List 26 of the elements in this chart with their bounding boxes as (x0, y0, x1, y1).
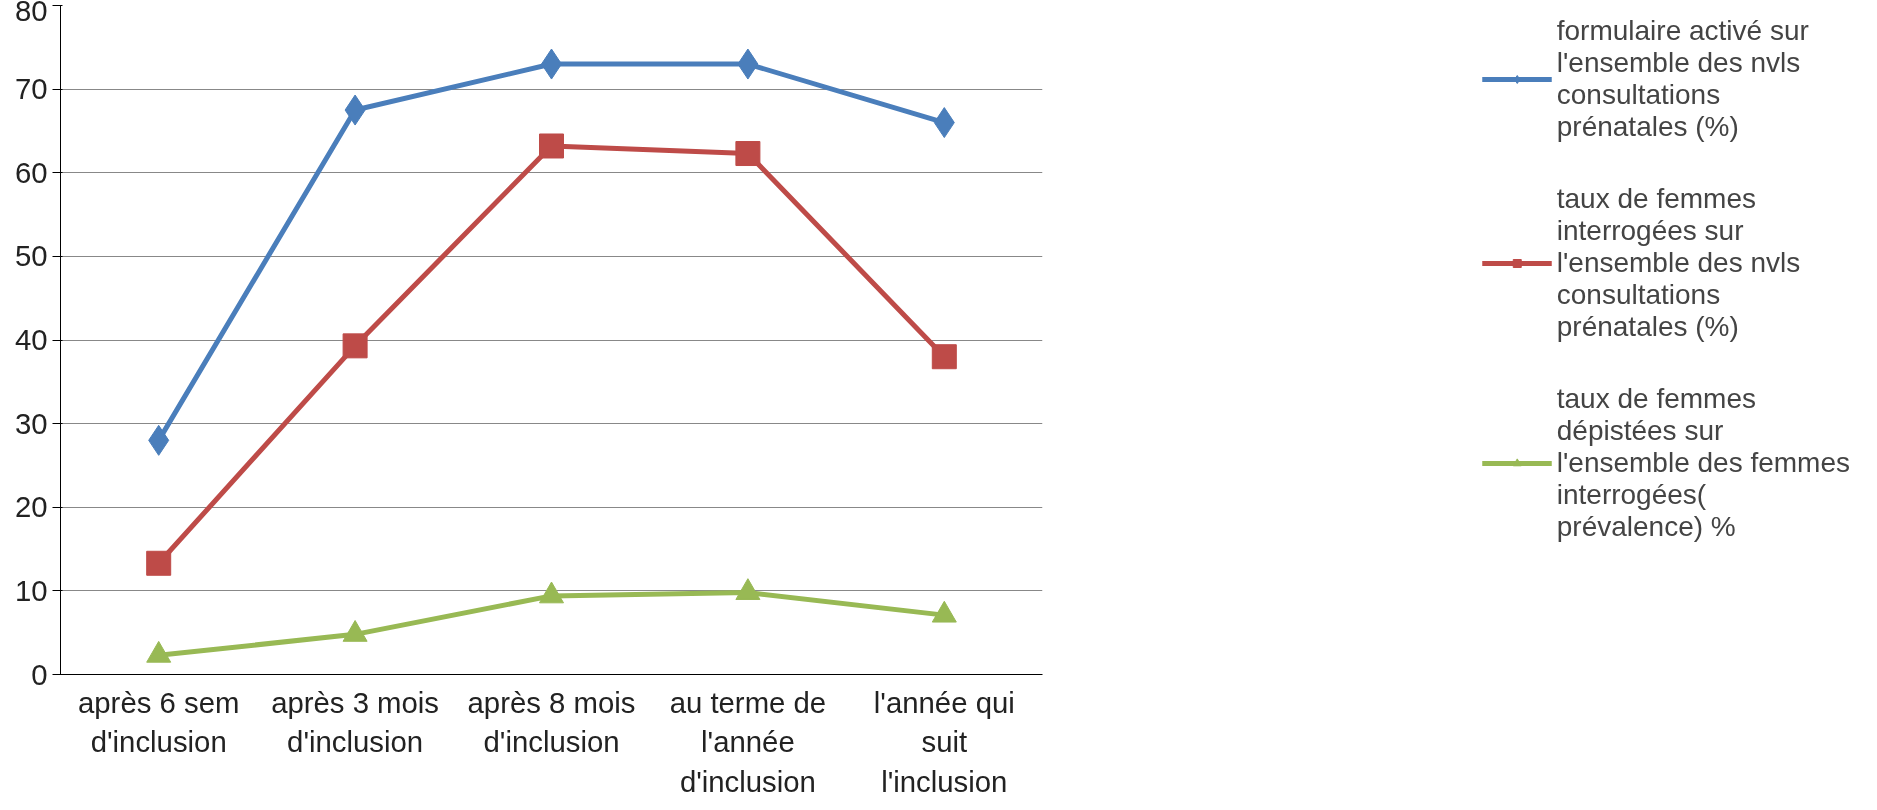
y-tick-label: 20 (14, 490, 48, 524)
y-tick-label: 60 (14, 155, 48, 189)
x-tick-label: après 8 mois d'inclusion (467, 685, 636, 759)
point (735, 141, 761, 167)
point (735, 578, 761, 600)
y-tick-label: 10 (14, 573, 48, 607)
y-tick-label: 80 (14, 0, 48, 27)
x-tick-label: au terme de l'année d'inclusion (669, 685, 827, 798)
x-tick-label: après 6 sem d'inclusion (78, 685, 240, 759)
point (931, 600, 957, 623)
y-tick-label: 30 (14, 406, 48, 440)
legend-label: taux de femmes dépistées sur l'ensemble des femmes interrogées( prévalence) % (1556, 383, 1850, 543)
legend-label: taux de femmes interrogées sur l'ensemble des nvls consultations prénatales (%) (1556, 183, 1801, 343)
point (539, 581, 564, 604)
y-tick-label: 0 (31, 657, 48, 691)
point (342, 620, 368, 642)
point (342, 333, 368, 359)
point (539, 133, 564, 159)
legend-label: formulaire activé sur l'ensemble des nvls consultations prénatales (%) (1556, 15, 1809, 143)
x-tick-label: après 3 mois d'inclusion (271, 685, 440, 759)
x-tick-label: l'année qui suit l'inclusion (873, 685, 1015, 798)
point (146, 640, 172, 663)
point (931, 344, 957, 370)
y-tick-label: 50 (14, 239, 48, 273)
y-tick-label: 70 (14, 72, 48, 106)
y-tick-label: 40 (14, 323, 48, 356)
